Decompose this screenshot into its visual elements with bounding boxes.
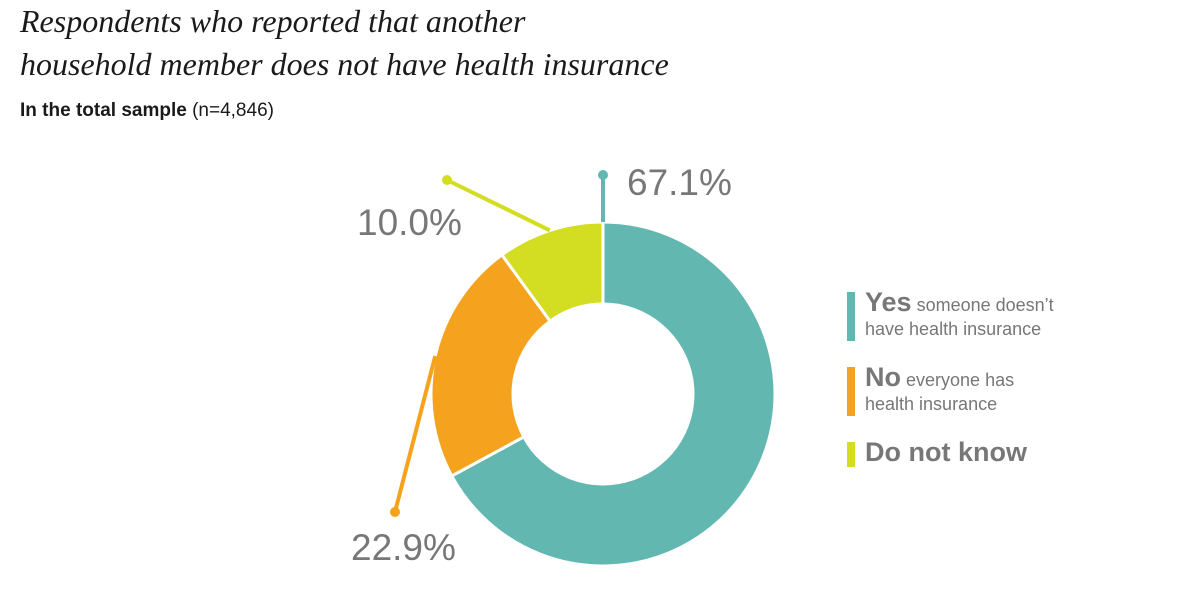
legend-desc-no-1: everyone has: [906, 370, 1015, 390]
label-no: 22.9%: [351, 527, 456, 568]
legend-main-do-not-know: Do not know: [865, 437, 1027, 467]
legend-desc-yes-1: someone doesn’t: [916, 295, 1054, 315]
legend: Yes someone doesn’t have health insuranc…: [847, 287, 1147, 491]
legend-item-no: No everyone has health insurance: [847, 362, 1147, 416]
legend-swatch-yes: [847, 292, 855, 341]
leader-line-no: [393, 355, 438, 513]
legend-item-yes: Yes someone doesn’t have health insuranc…: [847, 287, 1147, 341]
legend-item-do-not-know: Do not know: [847, 437, 1147, 467]
legend-desc-no-2: health insurance: [865, 394, 998, 414]
leader-line-do-not-know: [446, 178, 551, 233]
legend-main-no: No: [865, 362, 901, 392]
sample-size: (n=4,846): [192, 100, 274, 121]
slice-yes: [449, 220, 777, 568]
chart-title-line-1: Respondents who reported that another: [20, 3, 526, 39]
label-do-not-know: 10.0%: [357, 202, 462, 243]
slice-no: [429, 252, 553, 478]
leader-dot-yes: [598, 170, 608, 180]
subtitle-text: In the total sample: [20, 100, 187, 121]
chart-title: Respondents who reported that another ho…: [20, 0, 820, 86]
leader-dot-do-not-know: [442, 175, 452, 185]
chart-subtitle: In the total sample (n=4,846): [20, 100, 274, 122]
legend-desc-yes-2: have health insurance: [865, 319, 1042, 339]
leader-dot-no: [390, 507, 400, 517]
legend-swatch-do-not-know: [847, 442, 855, 467]
legend-swatch-no: [847, 367, 855, 416]
chart-title-line-2: household member does not have health in…: [20, 46, 669, 82]
legend-main-yes: Yes: [865, 287, 912, 317]
label-yes: 67.1%: [627, 162, 732, 203]
